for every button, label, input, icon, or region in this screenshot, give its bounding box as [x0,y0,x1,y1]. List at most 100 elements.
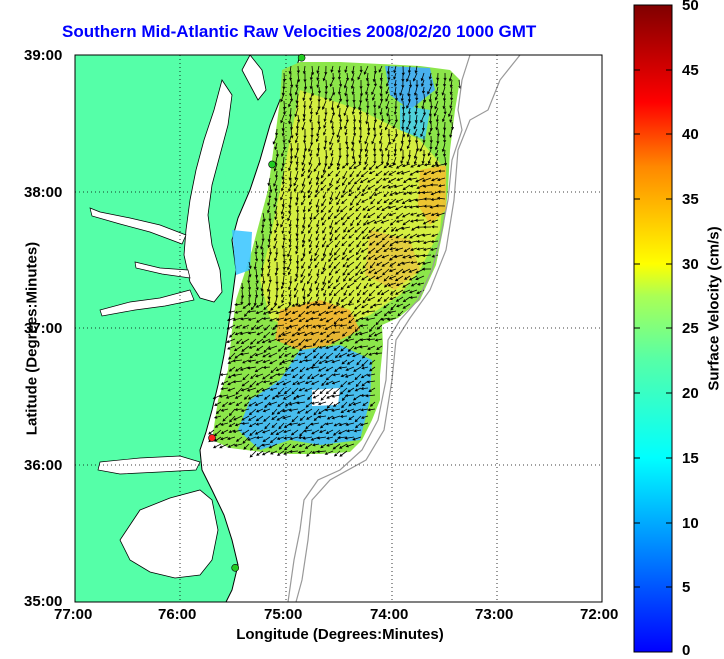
velocity-arrow [309,317,320,321]
velocity-arrow [375,163,383,169]
velocity-arrow [299,373,306,380]
velocity-arrow [368,282,376,287]
velocity-arrow [268,191,272,199]
velocity-arrow [309,254,313,262]
velocity-arrow [284,303,292,311]
velocity-arrow [302,149,306,159]
velocity-arrow [326,443,334,447]
velocity-arrow [380,317,390,321]
velocity-arrow [435,114,439,123]
velocity-arrow [383,226,390,233]
velocity-arrow [312,443,320,447]
velocity-arrow [289,450,299,454]
velocity-arrow [423,93,427,104]
velocity-arrow [400,135,404,145]
velocity-arrow [232,429,243,433]
velocity-arrow [352,114,357,123]
velocity-arrow [339,387,348,395]
colorbar-tick-label: 30 [682,256,699,273]
velocity-arrow [241,429,250,435]
velocity-arrow [229,415,236,423]
velocity-arrow [431,219,439,223]
velocity-arrow [382,212,390,220]
velocity-arrow [368,240,376,246]
velocity-arrow [443,135,447,144]
velocity-arrow [367,212,376,218]
velocity-arrow [421,100,425,110]
velocity-arrow [228,352,236,360]
velocity-arrow [395,289,404,295]
velocity-arrow [317,401,327,406]
velocity-arrow [339,121,343,131]
velocity-arrow [247,366,257,370]
velocity-arrow [366,380,376,384]
velocity-arrow [267,296,271,305]
velocity-arrow [316,149,320,157]
velocity-arrow [312,387,320,395]
velocity-arrow [297,303,306,307]
velocity-arrow [448,72,453,82]
velocity-arrow [275,310,285,315]
velocity-arrow [380,219,390,224]
velocity-arrow [274,184,278,192]
velocity-arrow [325,352,334,359]
velocity-arrow [450,93,454,101]
velocity-arrow [334,226,341,234]
velocity-arrow [277,303,285,309]
velocity-arrow [241,345,250,352]
velocity-arrow [375,275,383,280]
velocity-arrow [255,254,259,262]
velocity-arrow [288,65,292,75]
velocity-arrow [326,401,334,409]
velocity-arrow [382,184,390,189]
velocity-arrow [427,156,432,165]
velocity-arrow [214,436,222,442]
velocity-arrow [269,373,278,379]
velocity-arrow [255,373,264,378]
velocity-arrow [307,289,313,298]
velocity-arrow [450,121,455,131]
velocity-arrow [341,359,348,365]
velocity-arrow [288,205,292,215]
velocity-arrow [408,268,418,273]
north-station-marker [297,53,306,62]
velocity-arrow [226,324,236,330]
velocity-arrow [333,345,341,351]
velocity-arrow [367,247,376,254]
velocity-arrow [394,191,404,196]
velocity-arrow [240,317,250,321]
velocity-arrow [318,359,327,364]
velocity-arrow [387,72,391,81]
velocity-arrow [414,114,418,124]
velocity-arrow [389,289,397,295]
velocity-arrow [347,380,355,385]
velocity-arrow [422,240,432,245]
velocity-arrow [291,331,299,337]
velocity-arrow [250,373,257,380]
velocity-arrow [345,135,349,145]
velocity-arrow [382,177,390,181]
velocity-arrow [248,345,257,349]
velocity-arrow [239,366,250,371]
velocity-arrow [220,380,229,385]
velocity-arrow [278,352,285,359]
velocity-arrow [352,352,362,358]
velocity-arrow [234,303,243,307]
velocity-arrow [256,443,264,450]
velocity-arrow [434,100,439,110]
velocity-arrow [385,142,390,152]
velocity-arrow [364,142,369,153]
velocity-arrow [262,212,266,223]
velocity-arrow [282,135,286,144]
velocity-arrow [247,282,252,291]
velocity-arrow [400,93,404,102]
velocity-arrow [328,205,334,214]
colorbar-tick-label: 0 [682,642,691,659]
velocity-arrow [373,268,383,275]
velocity-arrow [338,366,348,370]
velocity-arrow [298,387,306,392]
velocity-arrow [400,156,404,164]
x-axis-label: Longitude (Degrees:Minutes) [236,626,444,643]
velocity-arrow [393,72,397,80]
velocity-arrow [293,289,299,298]
